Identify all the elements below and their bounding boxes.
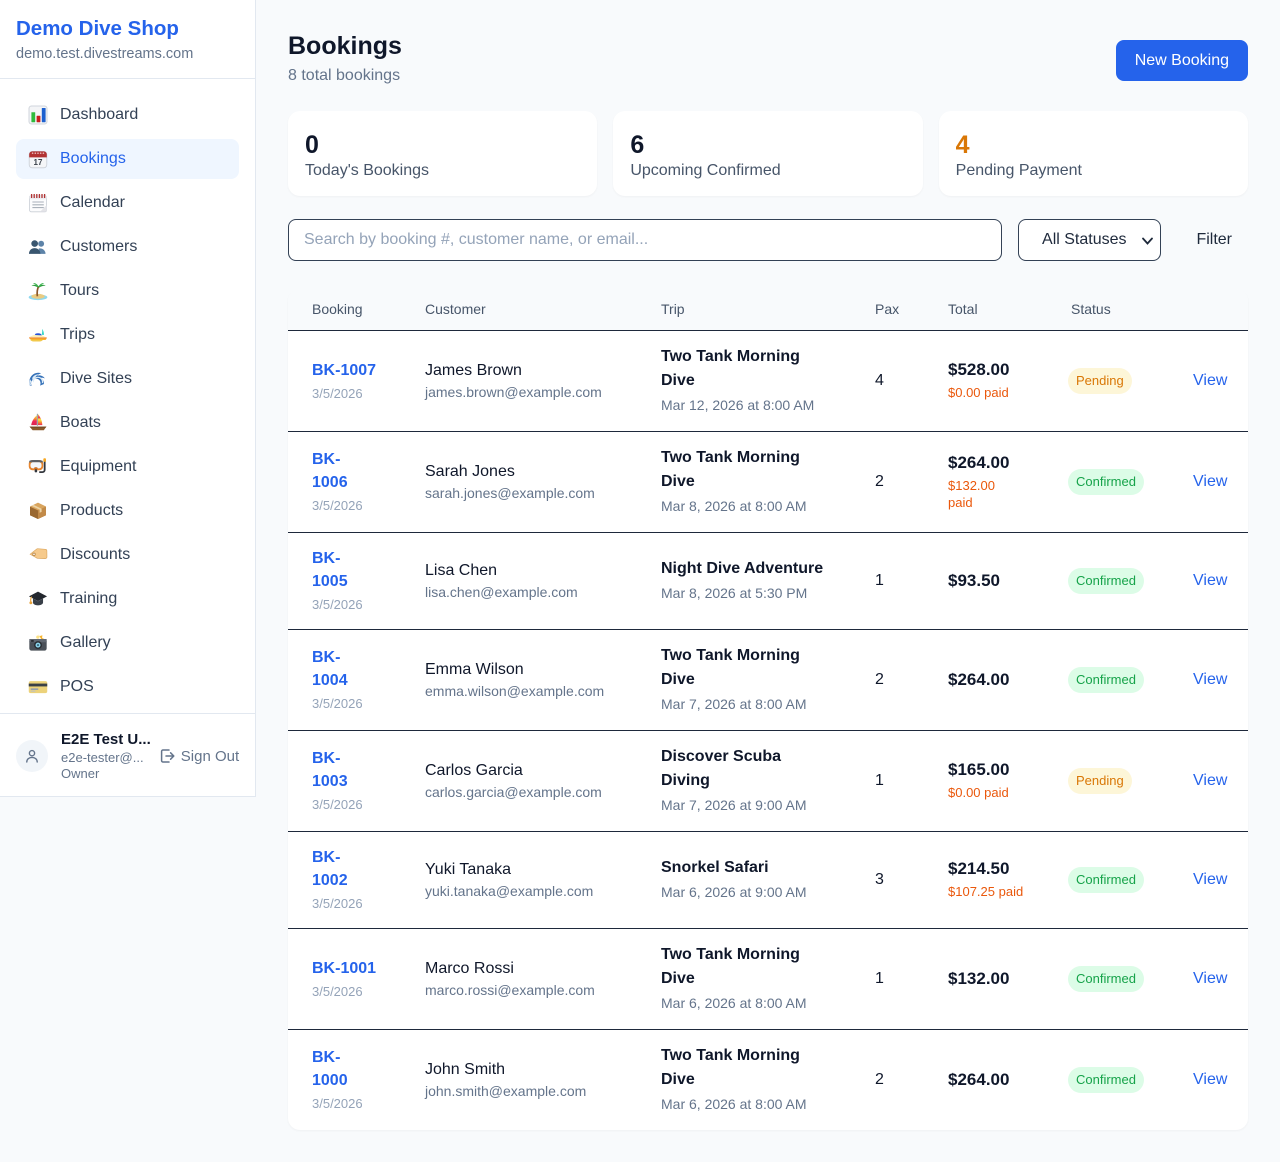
svg-text:17: 17 <box>34 158 43 167</box>
